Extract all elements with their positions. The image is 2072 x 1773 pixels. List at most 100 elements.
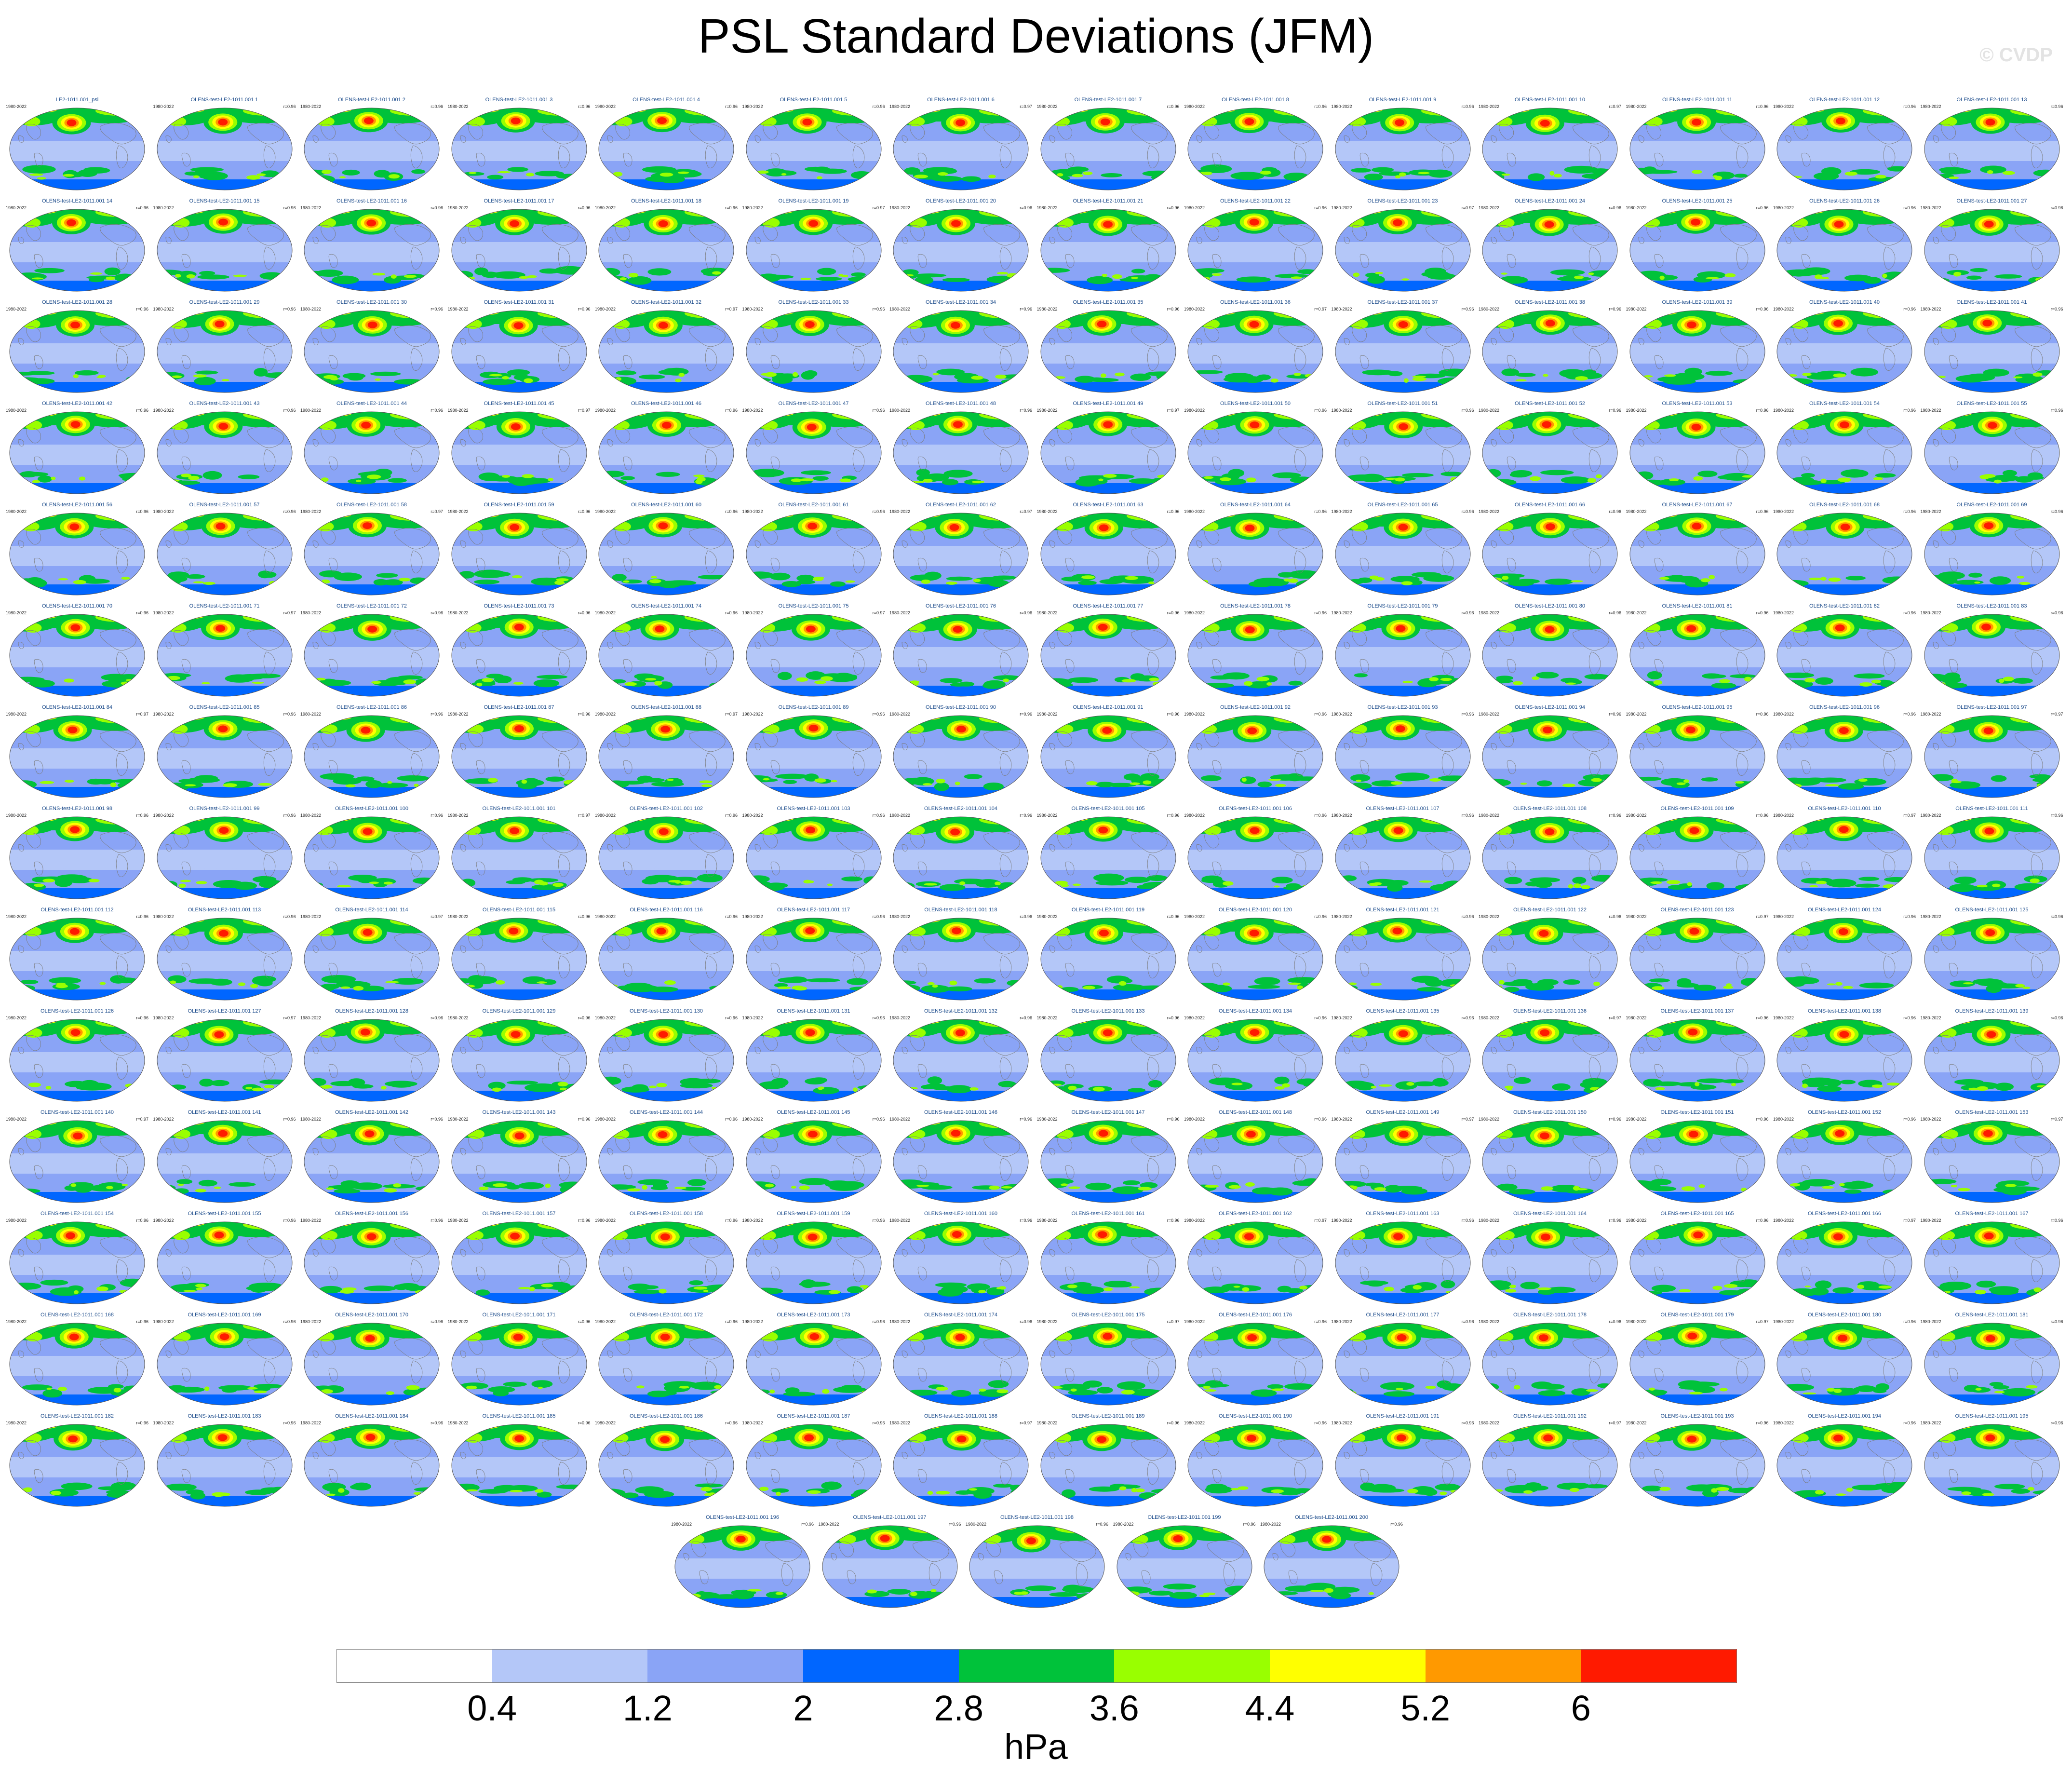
panel-period: 1980-2022 — [300, 205, 322, 210]
panel-period: 1980-2022 — [1626, 914, 1647, 919]
panel-correlation: r=0.96 — [136, 205, 148, 210]
panel-title: OLENS-test-LE2-1011.001 134 — [1218, 1008, 1292, 1014]
panel-title: OLENS-test-LE2-1011.001 114 — [335, 907, 408, 913]
member-panel: OLENS-test-LE2-1011.001 108 1980-2022 r=0.… — [1478, 805, 1622, 902]
panel-title: OLENS-test-LE2-1011.001 108 — [1513, 806, 1587, 812]
panel-title: OLENS-test-LE2-1011.001 197 — [853, 1515, 927, 1520]
member-panel: OLENS-test-LE2-1011.001 46 1980-2022 r=0.9… — [594, 400, 739, 497]
panel-period: 1980-2022 — [1479, 1421, 1500, 1425]
member-panel: OLENS-test-LE2-1011.001 58 1980-2022 r=0.9… — [299, 501, 444, 598]
panel-title: OLENS-test-LE2-1011.001 90 — [926, 704, 996, 710]
panel-period: 1980-2022 — [1920, 813, 1941, 818]
member-panel: OLENS-test-LE2-1011.001 162 1980-2022 r=0.… — [1183, 1210, 1328, 1307]
panel-title: OLENS-test-LE2-1011.001 74 — [631, 603, 701, 609]
panel-period: 1980-2022 — [1920, 1319, 1941, 1324]
psl-stddev-map — [1040, 1424, 1176, 1507]
member-panel: OLENS-test-LE2-1011.001 100 1980-2022 r=0.… — [299, 805, 444, 902]
psl-stddev-map — [893, 310, 1029, 393]
panel-title: OLENS-test-LE2-1011.001 29 — [189, 299, 260, 305]
panel-period: 1980-2022 — [1920, 914, 1941, 919]
member-panel: OLENS-test-LE2-1011.001 166 1980-2022 r=0.… — [1772, 1210, 1917, 1307]
panel-period: 1980-2022 — [742, 1319, 763, 1324]
panel-title: OLENS-test-LE2-1011.001 59 — [484, 502, 554, 508]
panel-correlation: r=0.96 — [431, 1218, 443, 1223]
psl-stddev-map — [598, 513, 734, 596]
panel-title: OLENS-test-LE2-1011.001 161 — [1071, 1211, 1145, 1217]
panel-correlation: r=0.96 — [1756, 1015, 1769, 1020]
panel-title: OLENS-test-LE2-1011.001 42 — [42, 401, 112, 406]
psl-stddev-map — [1335, 1019, 1470, 1102]
psl-stddev-map — [1776, 108, 1912, 190]
panel-correlation: r=0.96 — [1461, 1015, 1474, 1020]
member-panel: OLENS-test-LE2-1011.001 105 1980-2022 r=0.… — [1036, 805, 1181, 902]
panel-correlation: r=0.97 — [725, 307, 738, 311]
panel-period: 1980-2022 — [1773, 1015, 1794, 1020]
panel-period: 1980-2022 — [1920, 307, 1941, 311]
panel-period: 1980-2022 — [153, 307, 174, 311]
psl-stddev-map — [893, 209, 1029, 292]
panel-correlation: r=0.96 — [2050, 408, 2063, 413]
panel-correlation: r=0.96 — [1461, 408, 1474, 413]
panel-period: 1980-2022 — [1479, 610, 1500, 615]
member-panel: OLENS-test-LE2-1011.001 38 1980-2022 r=0.9… — [1478, 299, 1622, 395]
panel-correlation: r=0.96 — [136, 408, 148, 413]
member-panel: OLENS-test-LE2-1011.001 28 1980-2022 r=0.9… — [5, 299, 149, 395]
panel-title: OLENS-test-LE2-1011.001 181 — [1955, 1312, 2029, 1318]
psl-stddev-map — [451, 1120, 587, 1203]
panel-title: OLENS-test-LE2-1011.001 169 — [188, 1312, 261, 1318]
psl-stddev-map — [451, 1424, 587, 1507]
psl-stddev-map — [1040, 1323, 1176, 1406]
member-panel: OLENS-test-LE2-1011.001 81 1980-2022 r=0.9… — [1625, 603, 1770, 699]
panel-period: 1980-2022 — [300, 712, 322, 717]
panel-title: OLENS-test-LE2-1011.001 92 — [1220, 704, 1291, 710]
panel-title: OLENS-test-LE2-1011.001 187 — [777, 1413, 850, 1419]
member-panel: OLENS-test-LE2-1011.001 117 1980-2022 r=0.… — [741, 907, 886, 1003]
panel-period: 1980-2022 — [595, 1218, 616, 1223]
psl-stddev-map — [304, 209, 440, 292]
panel-correlation: r=0.96 — [872, 1117, 885, 1122]
panel-correlation: r=0.96 — [1390, 1522, 1403, 1527]
panel-title: OLENS-test-LE2-1011.001 102 — [629, 806, 703, 812]
panel-title: OLENS-test-LE2-1011.001 156 — [335, 1211, 409, 1217]
colorbar-tick-label: 4.4 — [1245, 1688, 1295, 1728]
panel-title: OLENS-test-LE2-1011.001 62 — [926, 502, 996, 508]
panel-correlation: r=0.96 — [1461, 509, 1474, 514]
member-panel: OLENS-test-LE2-1011.001 156 1980-2022 r=0.… — [299, 1210, 444, 1307]
member-panel: OLENS-test-LE2-1011.001 130 1980-2022 r=0.… — [594, 1008, 739, 1104]
panel-correlation: r=0.97 — [283, 1015, 296, 1020]
panel-correlation: r=0.96 — [431, 1117, 443, 1122]
panel-period: 1980-2022 — [1113, 1522, 1134, 1527]
member-panel: OLENS-test-LE2-1011.001 12 1980-2022 r=0.9… — [1772, 96, 1917, 193]
panel-period: 1980-2022 — [1331, 1015, 1352, 1020]
member-panel: OLENS-test-LE2-1011.001 142 1980-2022 r=0.… — [299, 1109, 444, 1205]
panel-correlation: r=0.96 — [578, 205, 591, 210]
psl-stddev-map — [1924, 513, 2059, 596]
panel-correlation: r=0.97 — [1609, 104, 1621, 109]
member-panel: OLENS-test-LE2-1011.001 140 1980-2022 r=0.… — [5, 1109, 149, 1205]
panel-correlation: r=0.96 — [1314, 1319, 1327, 1324]
panel-period: 1980-2022 — [595, 610, 616, 615]
panel-period: 1980-2022 — [1331, 914, 1352, 919]
psl-stddev-map — [1482, 918, 1618, 1001]
member-panel: OLENS-test-LE2-1011.001 14 1980-2022 r=0.9… — [5, 198, 149, 294]
panel-period: 1980-2022 — [1036, 205, 1058, 210]
panel-period: 1980-2022 — [742, 610, 763, 615]
panel-title: OLENS-test-LE2-1011.001 79 — [1367, 603, 1438, 609]
psl-stddev-map — [1335, 1221, 1470, 1304]
panel-correlation: r=0.96 — [1461, 610, 1474, 615]
member-panel: OLENS-test-LE2-1011.001 17 1980-2022 r=0.9… — [447, 198, 592, 294]
psl-stddev-map — [1040, 411, 1176, 494]
panel-correlation: r=0.96 — [1167, 307, 1180, 311]
psl-stddev-map — [1040, 209, 1176, 292]
panel-period: 1980-2022 — [300, 1117, 322, 1122]
panel-title: OLENS-test-LE2-1011.001 52 — [1515, 401, 1585, 406]
psl-stddev-map — [893, 1424, 1029, 1507]
psl-stddev-map — [1924, 614, 2059, 697]
psl-stddev-map — [1335, 411, 1470, 494]
panel-period: 1980-2022 — [1773, 307, 1794, 311]
panel-correlation: r=0.96 — [2050, 1319, 2063, 1324]
panel-correlation: r=0.96 — [1903, 1015, 1916, 1020]
panel-title: OLENS-test-LE2-1011.001 56 — [42, 502, 112, 508]
member-panel: OLENS-test-LE2-1011.001 175 1980-2022 r=0.… — [1036, 1312, 1181, 1408]
member-panel: OLENS-test-LE2-1011.001 118 1980-2022 r=0.… — [888, 907, 1033, 1003]
